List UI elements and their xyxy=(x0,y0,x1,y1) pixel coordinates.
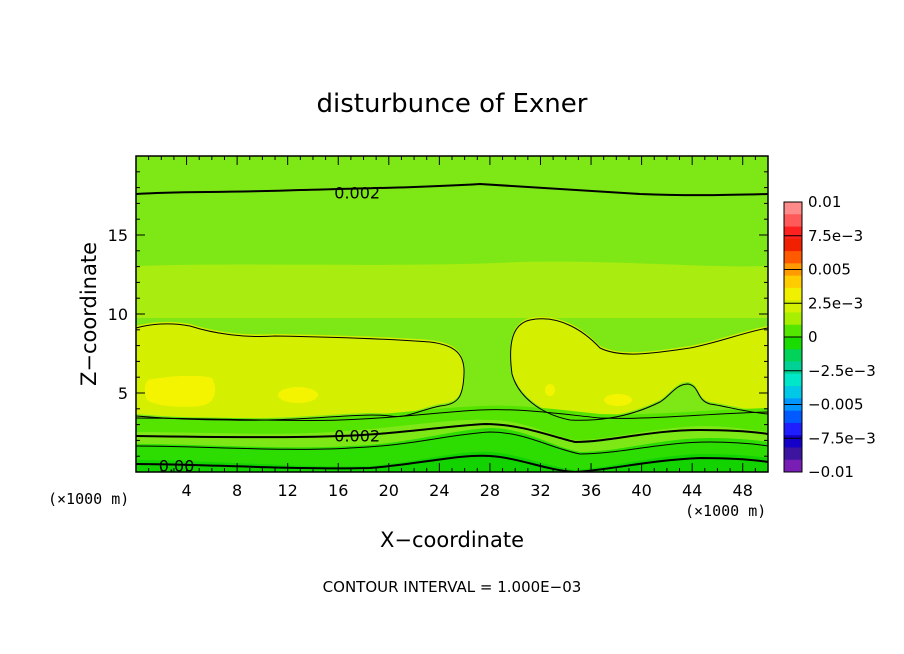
colorbar-swatch xyxy=(784,238,802,252)
contour-lines xyxy=(136,182,768,472)
colorbar-swatch xyxy=(784,447,802,461)
band-lower-bright xyxy=(136,428,768,472)
colorbar-swatch xyxy=(784,324,802,338)
y-tick-label: 10 xyxy=(108,305,128,324)
colorbar: 0.01 7.5e−3 0.005 2.5e−3 0 −2.5e−3 −0.005 −7.5e… xyxy=(783,193,876,481)
x-tick-label: 48 xyxy=(733,481,753,500)
colorbar-swatch xyxy=(784,349,802,363)
contour-interval-text: CONTOUR INTERVAL = 1.000E−03 xyxy=(323,578,582,596)
colorbar-swatch xyxy=(784,361,802,375)
colorbar-swatch xyxy=(784,410,802,424)
blob-yellow-4 xyxy=(545,384,555,396)
x-tick-label: 40 xyxy=(631,481,651,500)
x-tick-label: 44 xyxy=(682,481,702,500)
x-tick-label: 8 xyxy=(232,481,242,500)
colorbar-label: −2.5e−3 xyxy=(808,362,876,380)
contour-label: 0.002 xyxy=(334,183,380,202)
colorbar-swatch xyxy=(784,214,802,228)
colorbar-label: 0 xyxy=(808,328,818,346)
colorbar-label: −0.01 xyxy=(808,463,854,481)
contour-lower-1 xyxy=(136,409,768,422)
plot-area: 0.002 0.002 0.00 xyxy=(136,156,768,476)
colorbar-label: −7.5e−3 xyxy=(808,429,876,447)
chart-title: disturbunce of Exner xyxy=(317,89,588,119)
colorbar-swatch xyxy=(784,435,802,448)
x-axis-ticks: 4 8 12 16 20 24 28 32 36 40 44 48 xyxy=(148,156,756,500)
contour-labels: 0.002 0.002 0.00 xyxy=(159,183,380,476)
x-tick-label: 28 xyxy=(480,481,500,500)
colorbar-swatch xyxy=(784,386,802,399)
contour-label: 0.00 xyxy=(159,457,195,476)
x-tick-label: 4 xyxy=(181,481,191,500)
colorbar-swatch xyxy=(784,337,802,350)
colorbar-label: 2.5e−3 xyxy=(808,294,863,312)
x-unit-left: (×1000 m) xyxy=(48,490,129,508)
x-unit-right: (×1000 m) xyxy=(685,502,766,520)
x-tick-label: 36 xyxy=(581,481,601,500)
colorbar-swatch xyxy=(784,275,802,289)
colorbar-swatch xyxy=(784,300,802,313)
contour-label: 0.002 xyxy=(334,427,380,446)
blob-yellow-2 xyxy=(278,387,318,403)
contour-lower-4 xyxy=(136,454,768,472)
contour-lower-2 xyxy=(136,422,768,444)
blob-yellow-1 xyxy=(144,375,216,407)
y-tick-label: 5 xyxy=(118,384,128,403)
colorbar-label: −0.005 xyxy=(808,396,864,414)
y-axis-ticks: 5 10 15 xyxy=(108,171,768,457)
colorbar-swatch xyxy=(784,373,802,387)
x-tick-label: 16 xyxy=(328,481,348,500)
x-tick-label: 20 xyxy=(379,481,399,500)
contour-upper xyxy=(136,182,768,197)
colorbar-swatch xyxy=(784,459,802,473)
colorbar-swatch xyxy=(784,202,802,215)
x-tick-label: 32 xyxy=(530,481,550,500)
x-axis-label: X−coordinate xyxy=(380,528,524,552)
colorbar-swatch xyxy=(784,251,802,264)
y-tick-label: 15 xyxy=(108,226,128,245)
x-tick-label: 24 xyxy=(429,481,449,500)
band-mid-yellow-right xyxy=(510,316,768,419)
colorbar-label: 7.5e−3 xyxy=(808,227,863,245)
band-upper-lime xyxy=(136,261,768,318)
band-mid-yellow-left xyxy=(136,321,465,419)
colorbar-swatch xyxy=(784,312,802,326)
colorbar-swatch xyxy=(784,226,802,240)
colorbar-swatch xyxy=(784,422,802,436)
blob-yellow-3 xyxy=(604,394,632,406)
contour-lower-3 xyxy=(136,431,768,455)
x-tick-label: 12 xyxy=(278,481,298,500)
colorbar-label: 0.01 xyxy=(808,193,841,211)
contour-mid-right xyxy=(510,318,768,421)
y-axis-label: Z−coordinate xyxy=(77,242,101,386)
colorbar-label: 0.005 xyxy=(808,261,851,279)
colorbar-swatch xyxy=(784,287,802,301)
